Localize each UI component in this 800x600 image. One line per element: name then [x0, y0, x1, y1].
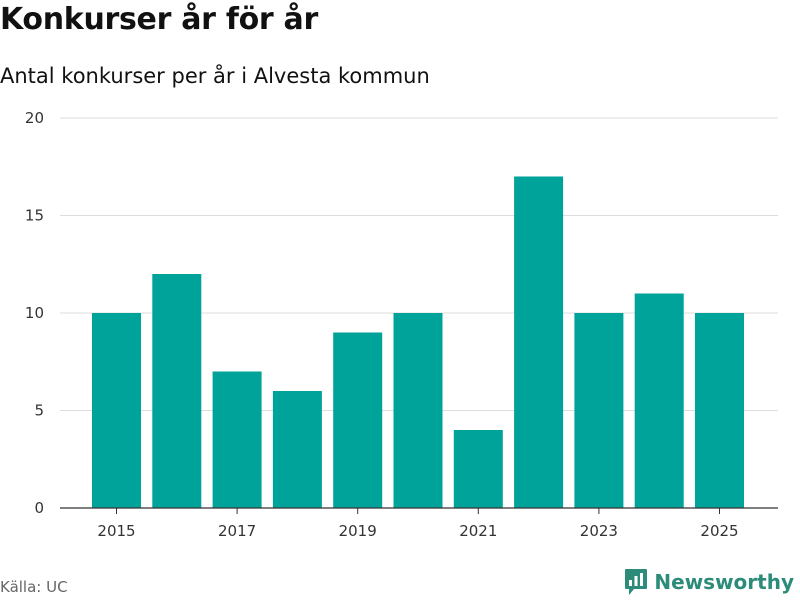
chart-title: Konkurser år för år	[0, 2, 318, 37]
x-tick-label: 2025	[700, 522, 738, 540]
bar-2024	[634, 293, 684, 508]
bar-2020	[393, 313, 443, 508]
bar-2023	[574, 313, 624, 508]
bar-2016	[152, 274, 202, 508]
x-tick-label: 2015	[97, 522, 135, 540]
source-note: Källa: UC	[0, 578, 68, 596]
bar-2018	[272, 391, 322, 508]
x-tick-label: 2019	[339, 522, 377, 540]
bar-2019	[333, 332, 383, 508]
y-tick-label: 20	[25, 109, 44, 127]
chart-subtitle: Antal konkurser per år i Alvesta kommun	[0, 64, 430, 88]
bar-2025	[695, 313, 744, 508]
bar-2021	[453, 430, 503, 508]
bar-2017	[212, 371, 262, 508]
newsworthy-logo-icon	[625, 569, 648, 595]
bar-2022	[514, 176, 564, 508]
bar-2015	[92, 313, 141, 508]
x-tick-label: 2017	[218, 522, 256, 540]
x-tick-label: 2021	[459, 522, 497, 540]
y-tick-label: 5	[34, 402, 44, 420]
brand-logo: Newsworthy	[624, 568, 794, 596]
y-tick-label: 15	[25, 207, 44, 225]
x-tick-label: 2023	[580, 522, 618, 540]
brand-name: Newsworthy	[654, 570, 794, 594]
y-tick-label: 10	[25, 304, 44, 322]
y-tick-label: 0	[34, 499, 44, 517]
